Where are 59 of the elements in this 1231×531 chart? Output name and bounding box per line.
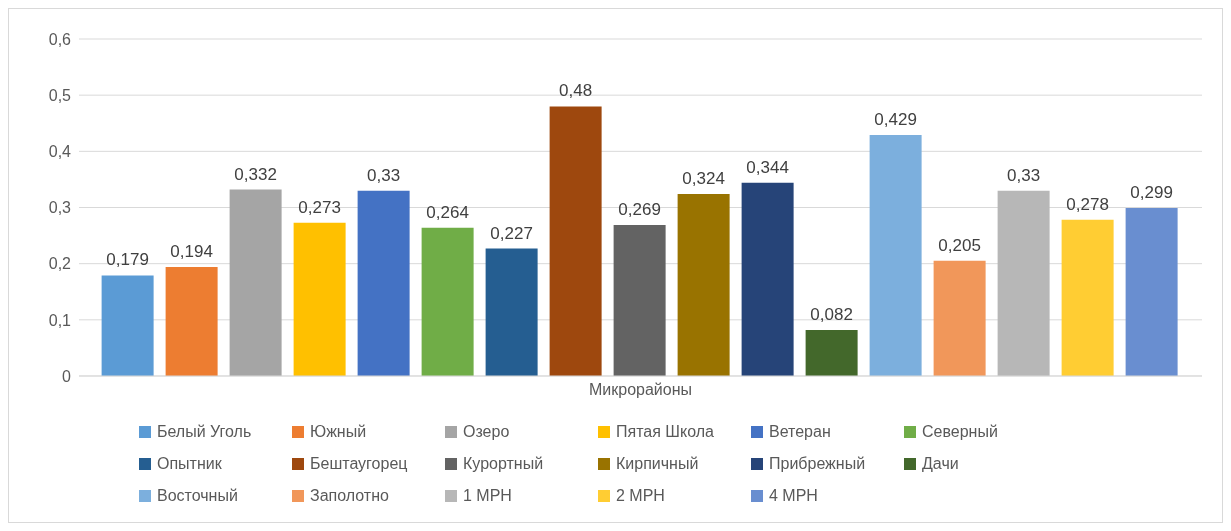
bar (549, 106, 602, 376)
data-label: 0,179 (106, 250, 149, 270)
data-label: 0,33 (1007, 165, 1041, 185)
bar (613, 224, 666, 376)
data-label: 0,264 (426, 202, 469, 222)
y-tick-label: 0,5 (48, 86, 72, 104)
y-tick-label: 0 (62, 367, 72, 385)
data-label: 0,33 (367, 165, 401, 185)
bar (1125, 208, 1178, 376)
legend-label: Курортный (462, 454, 545, 474)
data-label: 0,299 (1130, 183, 1173, 203)
legend-label: Белый Уголь (156, 422, 253, 442)
data-label: 0,273 (298, 197, 341, 217)
bar (997, 190, 1050, 376)
data-label: 0,278 (1066, 194, 1109, 214)
y-tick-label: 0,1 (48, 311, 72, 329)
y-tick-label: 0,6 (48, 30, 72, 48)
legend-label: Дачи (921, 454, 960, 474)
legend-label: 4 МРН (768, 486, 819, 506)
data-label: 0,332 (234, 164, 277, 184)
bar (421, 227, 474, 376)
legend-label: 2 МРН (615, 486, 666, 506)
y-tick-label: 0,2 (48, 255, 72, 273)
legend-label: Бештаугорец (309, 454, 409, 474)
data-label: 0,082 (810, 304, 853, 324)
bar (805, 329, 858, 376)
data-label: 0,205 (938, 235, 981, 255)
legend-label: Южный (309, 422, 368, 442)
y-tick-label: 0,4 (48, 143, 72, 161)
data-label: 0,324 (682, 169, 725, 189)
bar (229, 189, 282, 376)
bar (101, 275, 154, 376)
bar (357, 190, 410, 376)
data-label: 0,48 (559, 81, 593, 101)
legend-label: Озеро (462, 422, 511, 442)
data-label: 0,429 (874, 110, 917, 130)
bar (165, 267, 218, 376)
bar (741, 182, 794, 376)
legend-label: Опытник (156, 454, 223, 474)
bar (869, 135, 922, 376)
bar (1061, 219, 1114, 376)
bar (293, 222, 346, 376)
legend-label: Заполотно (309, 486, 390, 506)
legend-label: Ветеран (768, 422, 832, 442)
legend-label: Пятая Школа (615, 422, 715, 442)
legend-label: Прибрежный (768, 454, 867, 474)
bar (485, 248, 538, 376)
bar (677, 194, 730, 376)
bar (933, 260, 986, 376)
data-label: 0,227 (490, 223, 533, 243)
legend-label: 1 МРН (462, 486, 513, 506)
legend-label: Северный (921, 422, 999, 442)
data-label: 0,194 (170, 242, 213, 262)
legend-label: Восточный (156, 486, 239, 506)
y-tick-label: 0,3 (48, 199, 72, 217)
x-tick-label: Микрорайоны (588, 381, 693, 399)
data-label: 0,269 (618, 199, 661, 219)
legend-label: Кирпичный (615, 454, 700, 474)
data-label: 0,344 (746, 157, 789, 177)
